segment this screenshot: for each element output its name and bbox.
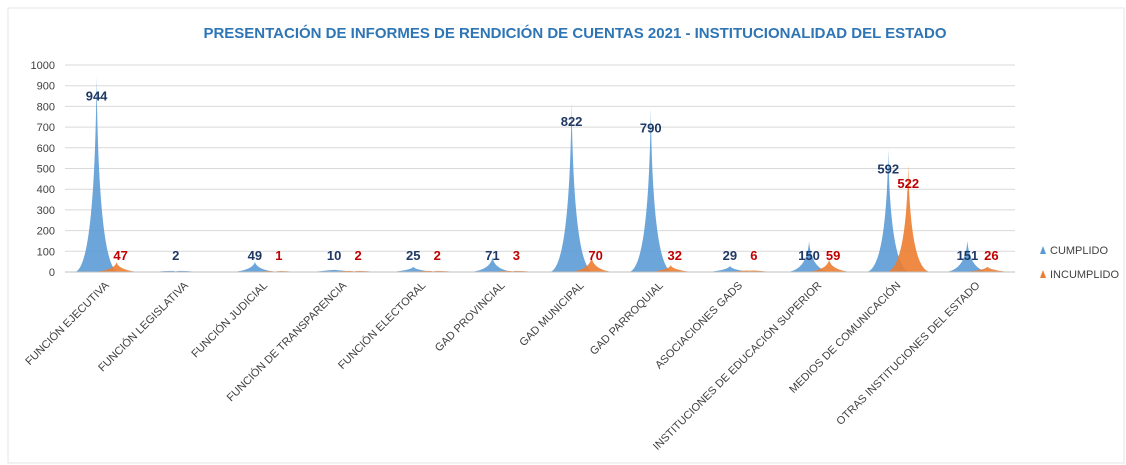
legend-label: CUMPLIDO — [1050, 245, 1109, 257]
legend-label: INCUMPLIDO — [1050, 269, 1120, 281]
data-label: 1 — [275, 248, 282, 263]
data-label: 822 — [561, 114, 583, 129]
data-label: 70 — [588, 248, 602, 263]
data-label: 790 — [640, 120, 662, 135]
y-tick-label: 600 — [37, 143, 55, 155]
spike — [965, 266, 1010, 272]
y-tick-label: 500 — [37, 164, 55, 176]
spike — [945, 240, 990, 272]
data-label: 59 — [826, 248, 840, 263]
y-tick-label: 900 — [37, 81, 55, 93]
spike — [232, 261, 277, 272]
spike — [886, 163, 931, 272]
data-label: 26 — [984, 248, 998, 263]
y-tick-label: 0 — [49, 267, 55, 279]
y-tick-label: 800 — [37, 101, 55, 113]
data-label: 2 — [354, 248, 361, 263]
y-tick-label: 200 — [37, 226, 55, 238]
spike — [94, 262, 139, 272]
spike — [807, 259, 852, 272]
data-label: 522 — [897, 176, 919, 191]
spike — [470, 257, 515, 272]
data-label: 25 — [406, 248, 420, 263]
data-label: 10 — [327, 248, 341, 263]
chart-title: PRESENTACIÓN DE INFORMES DE RENDICIÓN DE… — [203, 24, 946, 42]
spike — [707, 265, 752, 272]
y-tick-label: 100 — [37, 246, 55, 258]
spike — [569, 257, 614, 272]
legend-marker — [1040, 246, 1046, 254]
spike — [549, 101, 594, 272]
y-tick-label: 1000 — [31, 60, 55, 72]
spike — [648, 265, 693, 272]
y-tick-label: 300 — [37, 205, 55, 217]
spike — [391, 266, 436, 272]
data-label: 29 — [723, 248, 737, 263]
spike — [787, 240, 832, 272]
legend-marker — [1040, 270, 1046, 278]
spike — [628, 108, 673, 272]
data-label: 2 — [172, 248, 179, 263]
data-label: 2 — [434, 248, 441, 263]
data-label: 592 — [877, 161, 899, 176]
data-label: 944 — [86, 89, 108, 104]
data-label: 150 — [798, 248, 820, 263]
y-tick-label: 400 — [37, 184, 55, 196]
y-tick-label: 700 — [37, 122, 55, 134]
data-label: 47 — [113, 248, 127, 263]
data-label: 3 — [513, 248, 520, 263]
data-label: 151 — [957, 248, 979, 263]
data-label: 49 — [248, 248, 262, 263]
data-label: 71 — [485, 248, 499, 263]
spike — [866, 149, 911, 272]
spike — [74, 76, 119, 272]
data-label: 6 — [750, 248, 757, 263]
data-label: 32 — [668, 248, 682, 263]
